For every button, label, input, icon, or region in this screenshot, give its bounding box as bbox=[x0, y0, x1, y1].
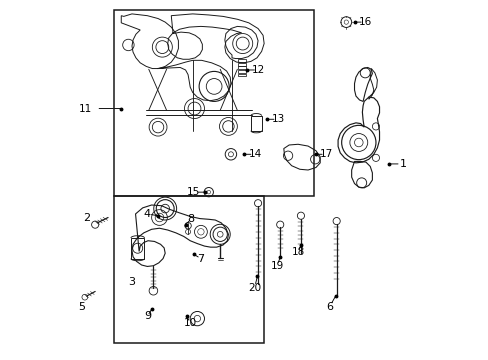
Text: 6: 6 bbox=[325, 302, 332, 312]
Text: 5: 5 bbox=[78, 302, 84, 312]
Text: 19: 19 bbox=[270, 261, 284, 271]
Text: 10: 10 bbox=[183, 318, 196, 328]
Text: 3: 3 bbox=[128, 277, 135, 287]
Bar bbox=[238, 70, 245, 73]
Text: 12: 12 bbox=[252, 65, 265, 75]
Text: 9: 9 bbox=[143, 311, 151, 321]
Text: 8: 8 bbox=[187, 214, 194, 224]
Text: 7: 7 bbox=[197, 253, 204, 264]
Text: 16: 16 bbox=[358, 17, 371, 27]
Text: 15: 15 bbox=[187, 187, 200, 197]
Text: 17: 17 bbox=[319, 149, 332, 159]
Text: 1: 1 bbox=[399, 159, 406, 169]
Text: 13: 13 bbox=[271, 114, 285, 124]
Bar bbox=[250, 116, 261, 131]
Text: 4: 4 bbox=[143, 209, 151, 219]
Bar bbox=[238, 59, 245, 62]
Bar bbox=[238, 66, 245, 69]
Bar bbox=[238, 73, 245, 76]
Bar bbox=[238, 63, 245, 66]
Text: 20: 20 bbox=[247, 283, 261, 293]
Bar bbox=[131, 238, 144, 258]
Text: 18: 18 bbox=[291, 247, 304, 257]
Text: 14: 14 bbox=[248, 149, 261, 159]
Bar bbox=[114, 10, 313, 196]
Bar bbox=[114, 196, 264, 342]
Text: 11: 11 bbox=[79, 104, 92, 113]
Text: 2: 2 bbox=[83, 212, 90, 222]
